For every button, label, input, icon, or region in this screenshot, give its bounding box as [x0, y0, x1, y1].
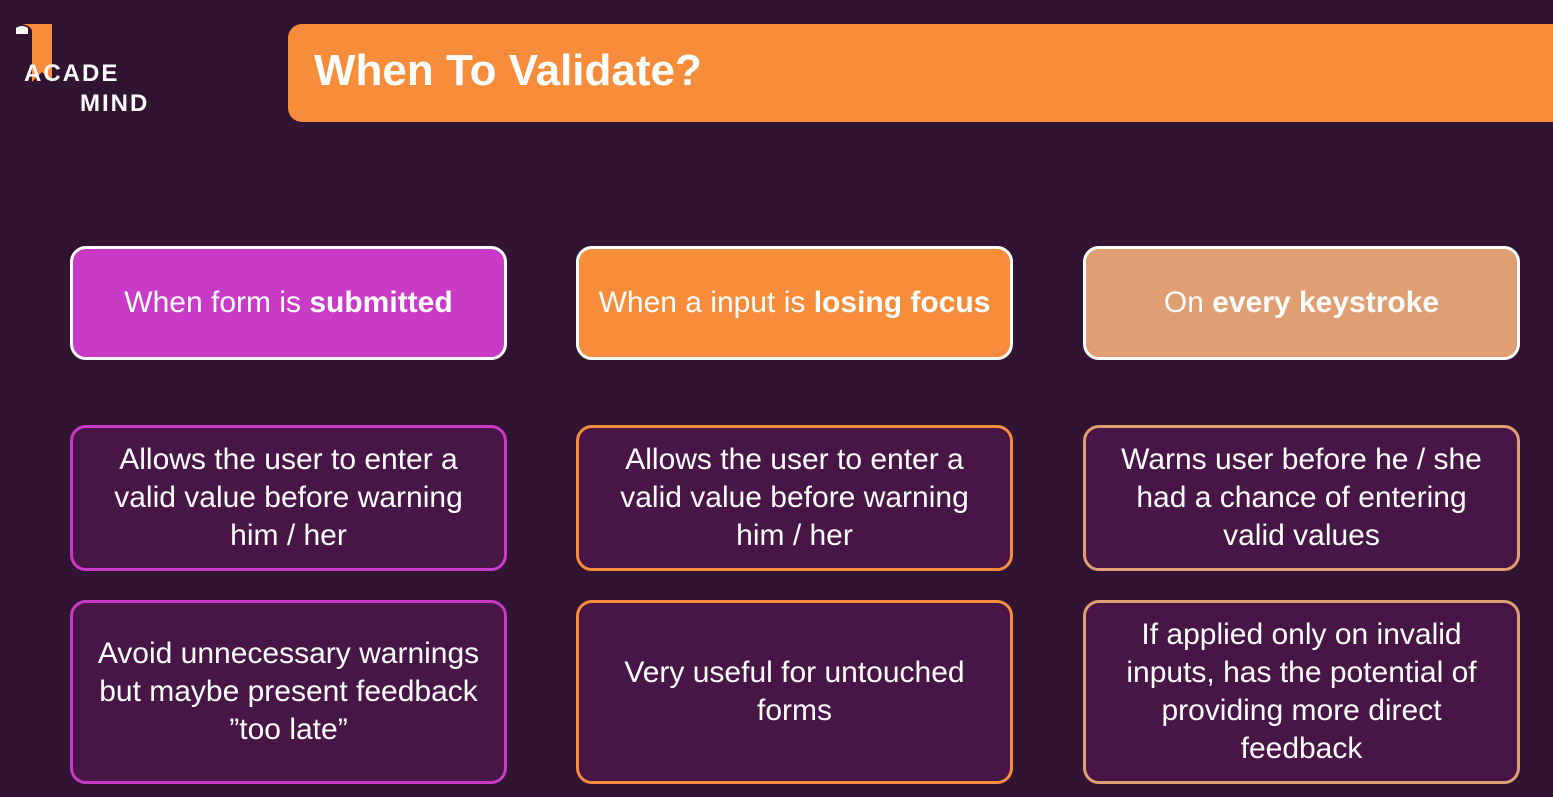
logo-text-line2: MIND	[80, 90, 150, 117]
page-title: When To Validate?	[314, 46, 702, 95]
heading-emphasis: every keystroke	[1212, 286, 1440, 319]
heading-prefix: On	[1163, 286, 1213, 319]
heading-text: On every keystroke	[1164, 284, 1439, 322]
heading-emphasis: submitted	[309, 286, 453, 319]
info-text: Allows the user to enter a valid value b…	[114, 443, 463, 552]
academind-logo: ACADE MIND	[8, 22, 178, 122]
info-card-focus-pro: Allows the user to enter a valid value b…	[576, 425, 1013, 571]
info-text: Avoid unnecessary warnings but maybe pre…	[97, 637, 480, 746]
title-banner: When To Validate?	[288, 24, 1553, 122]
info-card-keystroke-con: Warns user before he / she had a chance …	[1083, 425, 1520, 571]
heading-text: When a input is losing focus	[599, 284, 991, 322]
heading-card-submitted: When form is submitted	[70, 246, 507, 360]
heading-prefix: When form is	[124, 286, 310, 319]
info-text: If applied only on invalid inputs, has t…	[1126, 618, 1477, 765]
info-card-keystroke-pro: If applied only on invalid inputs, has t…	[1083, 600, 1520, 784]
info-text: Warns user before he / she had a chance …	[1121, 443, 1482, 552]
info-card-submitted-con: Avoid unnecessary warnings but maybe pre…	[70, 600, 507, 784]
heading-card-keystroke: On every keystroke	[1083, 246, 1520, 360]
heading-text: When form is submitted	[124, 284, 452, 322]
bookmark-icon	[16, 24, 52, 82]
info-text: Very useful for untouched forms	[624, 656, 965, 727]
info-card-submitted-pro: Allows the user to enter a valid value b…	[70, 425, 507, 571]
logo-text-line1: ACADE	[24, 60, 120, 87]
heading-card-losing-focus: When a input is losing focus	[576, 246, 1013, 360]
heading-emphasis: losing focus	[813, 286, 991, 319]
info-card-focus-con: Very useful for untouched forms	[576, 600, 1013, 784]
info-text: Allows the user to enter a valid value b…	[620, 443, 969, 552]
heading-prefix: When a input is	[598, 286, 814, 319]
